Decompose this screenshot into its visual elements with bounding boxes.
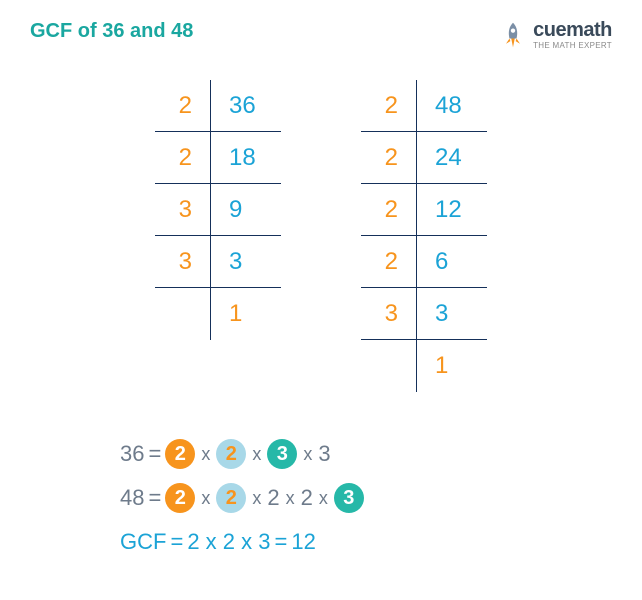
factorization-tables: 2233 3618931 22223 482412631	[30, 80, 612, 392]
equals-sign: =	[170, 520, 183, 564]
factor-divisor: 3	[155, 236, 211, 288]
equation-48: 48 = 2x2x2x2x3	[120, 476, 612, 520]
factor-quotient: 1	[417, 340, 487, 392]
factor-divisor: 2	[361, 80, 417, 132]
factor-quotient: 48	[417, 80, 487, 132]
page-title: GCF of 36 and 48	[30, 20, 193, 43]
multiply-sign: x	[317, 480, 330, 516]
gcf-label: GCF	[120, 520, 166, 564]
factor-value: 3	[318, 432, 330, 476]
brand-logo: cuemath THE MATH EXPERT	[499, 20, 612, 50]
equals-sign: =	[148, 432, 161, 476]
factor-divisor: 2	[361, 132, 417, 184]
factor-value: 2	[165, 483, 195, 513]
factor-quotient: 9	[211, 184, 281, 236]
factor-divisor	[361, 340, 417, 392]
factor-table-36: 2233 3618931	[155, 80, 281, 392]
factor-quotient: 1	[211, 288, 281, 340]
factor-divisor: 2	[155, 132, 211, 184]
factor-quotient: 18	[211, 132, 281, 184]
eq-label: 48	[120, 476, 144, 520]
factor-divisor: 2	[361, 184, 417, 236]
brand-tagline: THE MATH EXPERT	[533, 42, 612, 50]
equals-sign: =	[274, 520, 287, 564]
factor-divisor: 3	[155, 184, 211, 236]
factor-divisor: 2	[361, 236, 417, 288]
eq-label: 36	[120, 432, 144, 476]
gcf-expression: 2 x 2 x 3	[187, 520, 270, 564]
factor-quotient: 6	[417, 236, 487, 288]
factor-quotient: 3	[417, 288, 487, 340]
factor-value: 2	[267, 476, 279, 520]
multiply-sign: x	[250, 436, 263, 472]
factor-quotient: 24	[417, 132, 487, 184]
multiply-sign: x	[199, 480, 212, 516]
factor-value: 3	[334, 483, 364, 513]
equation-36: 36 = 2x2x3x3	[120, 432, 612, 476]
factor-value: 2	[301, 476, 313, 520]
equations-block: 36 = 2x2x3x3 48 = 2x2x2x2x3 GCF = 2 x 2 …	[120, 432, 612, 564]
factor-divisor: 2	[155, 80, 211, 132]
factor-table-48: 22223 482412631	[361, 80, 487, 392]
multiply-sign: x	[199, 436, 212, 472]
multiply-sign: x	[250, 480, 263, 516]
gcf-result: 12	[291, 520, 315, 564]
factor-value: 2	[216, 483, 246, 513]
equals-sign: =	[148, 476, 161, 520]
factor-divisor	[155, 288, 211, 340]
factor-value: 3	[267, 439, 297, 469]
factor-value: 2	[165, 439, 195, 469]
multiply-sign: x	[301, 436, 314, 472]
factor-quotient: 12	[417, 184, 487, 236]
multiply-sign: x	[284, 480, 297, 516]
rocket-icon	[499, 21, 527, 49]
factor-divisor: 3	[361, 288, 417, 340]
header: GCF of 36 and 48 cuemath THE MATH EXPERT	[30, 20, 612, 50]
factor-value: 2	[216, 439, 246, 469]
factor-quotient: 36	[211, 80, 281, 132]
equation-gcf: GCF = 2 x 2 x 3 = 12	[120, 520, 612, 564]
factor-quotient: 3	[211, 236, 281, 288]
brand-name: cuemath	[533, 20, 612, 40]
